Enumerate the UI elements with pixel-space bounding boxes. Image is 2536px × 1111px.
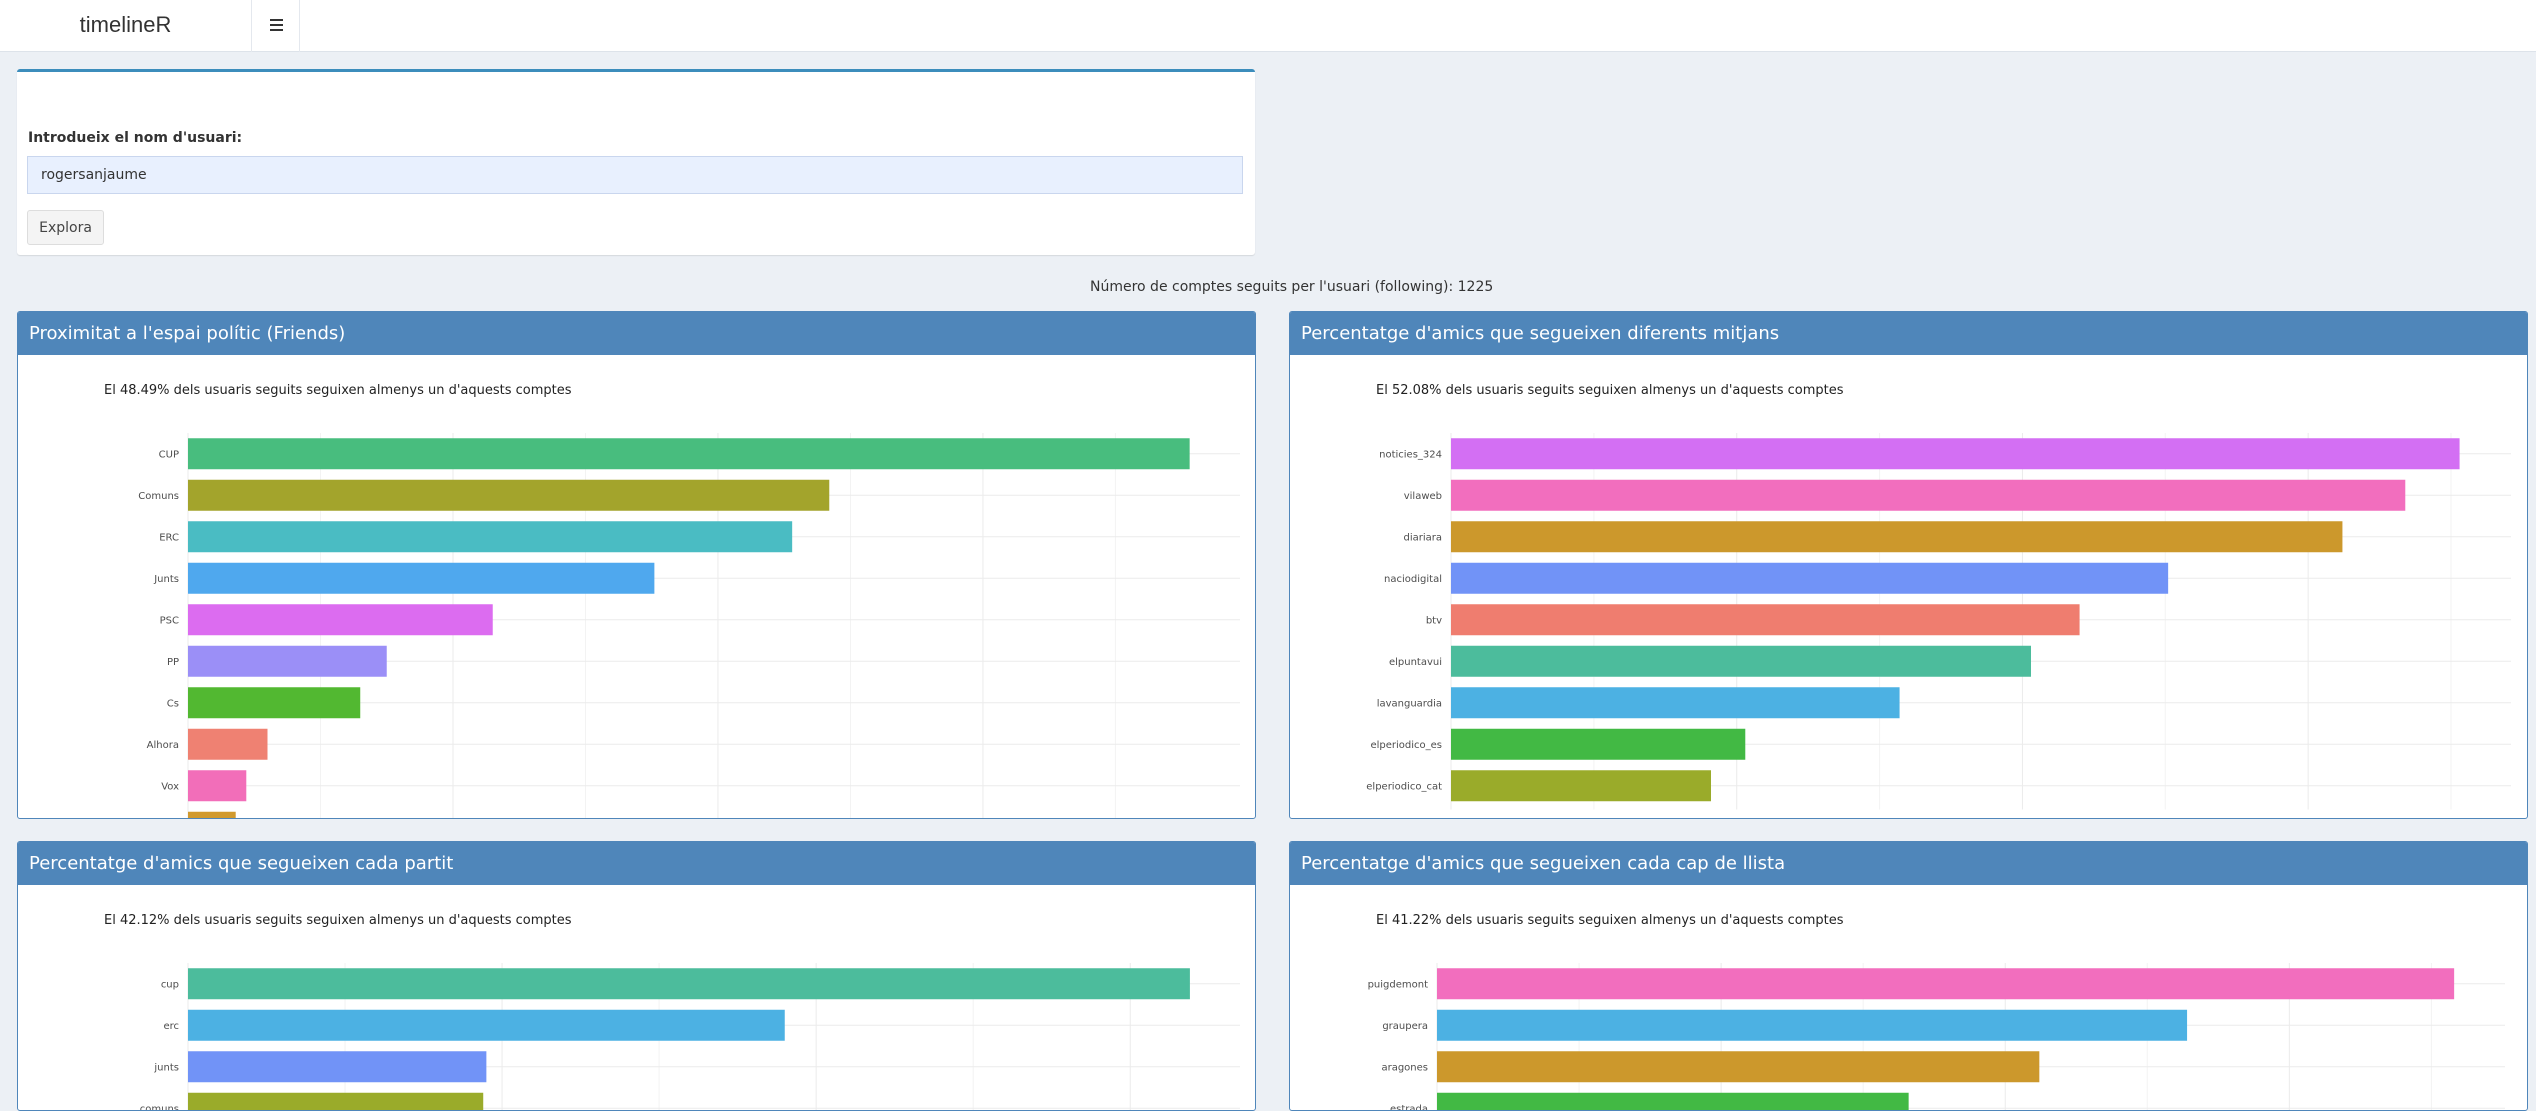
chart-subtitle: El 52.08% dels usuaris seguits seguixen … [1376,383,1844,398]
top-navbar: timelineR [0,0,2536,52]
following-count-text: Número de comptes seguits per l'usuari (… [1090,279,1494,295]
category-label: naciodigital [1384,574,1442,585]
category-label: ERC [159,532,179,543]
bar [188,811,236,818]
chart-parties: El 42.12% dels usuaris seguits seguixen … [104,913,1240,1111]
category-label: Alhora [147,740,179,751]
sidebar-toggle-button[interactable] [252,0,300,52]
category-label: elperiodico_es [1370,740,1442,751]
chart-plot-area: El 52.08% dels usuaris seguits seguixen … [1366,383,2511,810]
username-form-box: Introdueix el nom d'usuari: Explora [17,69,1255,255]
panel-title: Percentatge d'amics que segueixen difere… [1290,312,2527,355]
category-label: PP [167,657,179,668]
category-label: Cs [167,698,179,709]
chart-plot-area: El 41.22% dels usuaris seguits seguixen … [1368,913,2505,1111]
bar [1451,479,2406,511]
bar [188,1092,484,1110]
category-label: graupera [1382,1021,1428,1032]
panel-political-proximity: Proximitat a l'espai polític (Friends) E… [17,311,1256,819]
bar [188,604,493,636]
bar [188,687,361,719]
bar [188,968,1190,1000]
panel-media: Percentatge d'amics que segueixen difere… [1289,311,2528,819]
category-label: junts [153,1062,179,1073]
category-label: vilaweb [1404,491,1442,502]
category-label: Junts [153,574,179,585]
hamburger-icon-line-3 [270,29,283,31]
panel-title: Percentatge d'amics que segueixen cada c… [1290,842,2527,885]
bar [1451,562,2169,594]
bar [188,645,387,677]
bar [1437,1009,2188,1041]
category-label: elpuntavui [1389,657,1442,668]
bar [188,562,655,594]
panel-title: Percentatge d'amics que segueixen cada p… [18,842,1255,885]
chart-subtitle: El 42.12% dels usuaris seguits seguixen … [104,913,572,928]
category-label: Comuns [138,491,179,502]
category-label: puigdemont [1368,979,1429,990]
bar [188,479,830,511]
bar [188,521,793,553]
hamburger-icon-line-1 [270,19,283,21]
category-label: cup [161,979,179,990]
bar [188,1009,785,1041]
bar [1451,687,1900,719]
chart-plot-area: El 42.12% dels usuaris seguits seguixen … [104,913,1240,1111]
category-label: lavanguardia [1377,698,1442,709]
panel-candidates: Percentatge d'amics que segueixen cada c… [1289,841,2528,1111]
chart-plot-area: El 48.49% dels usuaris seguits seguixen … [104,383,1240,818]
app-title: timelineR [0,0,252,52]
bar [188,770,247,802]
chart-candidates: El 41.22% dels usuaris seguits seguixen … [1368,913,2505,1111]
bar [1451,521,2343,553]
bar [1437,1051,2040,1083]
bar [1451,728,1746,760]
panel-title: Proximitat a l'espai polític (Friends) [18,312,1255,355]
bar [188,1051,487,1083]
category-label: noticies_324 [1379,449,1442,460]
category-label: CUP [159,449,179,460]
bar [1451,604,2080,636]
chart-media: El 52.08% dels usuaris seguits seguixen … [1366,383,2511,810]
category-label: elperiodico_cat [1366,781,1442,792]
chart-political-proximity: El 48.49% dels usuaris seguits seguixen … [104,383,1240,818]
hamburger-icon-line-2 [270,24,283,26]
username-label: Introdueix el nom d'usuari: [28,130,243,146]
bar [1437,1092,1909,1110]
category-label: diariara [1403,532,1442,543]
panel-parties: Percentatge d'amics que segueixen cada p… [17,841,1256,1111]
category-label: Vox [161,781,179,792]
category-label: btv [1426,615,1442,626]
category-label: estrada [1390,1104,1428,1111]
category-label: erc [163,1021,179,1032]
bar [1451,438,2460,470]
username-input[interactable] [27,156,1243,194]
explore-button[interactable]: Explora [27,210,104,245]
chart-subtitle: El 48.49% dels usuaris seguits seguixen … [104,383,572,398]
bar [188,728,268,760]
chart-subtitle: El 41.22% dels usuaris seguits seguixen … [1376,913,1844,928]
bar [1451,645,2031,677]
category-label: aragones [1381,1062,1428,1073]
category-label: comuns [140,1104,179,1111]
bar [1437,968,2455,1000]
bar [1451,770,1711,802]
bar [188,438,1190,470]
category-label: PSC [160,615,179,626]
